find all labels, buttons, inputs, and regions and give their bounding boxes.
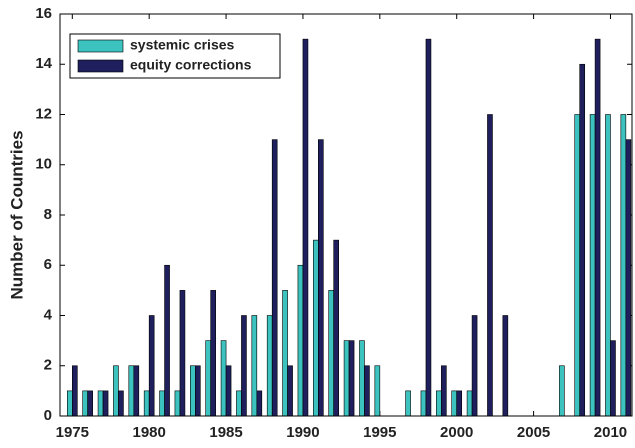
bar [594,38,601,417]
y-axis-label: Number of Countries [7,130,26,299]
bar [436,390,442,417]
bar [128,365,135,417]
bar [343,340,350,417]
y-tick-label: 8 [44,206,52,223]
bar [133,365,140,417]
bar [318,139,324,417]
bar [82,390,88,417]
legend-swatch [77,39,124,53]
bar [282,290,288,417]
x-tick-label: 1980 [132,424,165,441]
bar [67,390,73,417]
bar [256,390,263,417]
legend-label: systemic crises [130,37,235,53]
legend-label: equity corrections [130,57,252,73]
x-tick-label: 2000 [440,424,473,441]
bar [87,390,93,417]
bar [271,139,278,417]
x-tick-label: 2010 [594,424,627,441]
bar [241,315,247,417]
bar [190,365,196,417]
bar [605,114,611,417]
bar [333,239,339,417]
x-tick-label: 2005 [517,424,550,441]
bar [210,290,216,417]
bar [348,340,355,417]
bar [589,114,596,417]
bar [405,390,411,417]
bar [205,340,211,417]
bar [251,315,258,417]
bar [456,390,463,417]
bar [471,315,478,417]
bar [225,365,232,417]
x-tick-label: 1995 [363,424,396,441]
y-tick-label: 0 [44,407,52,424]
bar [118,390,124,417]
y-tick-label: 12 [35,105,52,122]
bar [574,114,581,417]
bar [625,139,632,417]
bar [287,365,293,417]
bar [148,315,155,417]
y-tick-label: 10 [35,156,52,173]
y-tick-label: 14 [35,55,52,72]
bar [297,264,304,417]
bar [113,365,119,417]
x-tick-label: 1990 [286,424,319,441]
bar [72,365,78,417]
bar [359,340,365,417]
bar [97,390,104,417]
legend-swatch [77,59,124,73]
bar [220,340,227,417]
x-tick-label: 1985 [209,424,242,441]
bar [441,365,447,417]
plot-frame [59,13,633,417]
bar [451,390,458,417]
y-tick-label: 6 [44,256,52,273]
bar [374,365,381,417]
bar [159,390,165,417]
y-tick-label: 4 [44,306,53,323]
y-tick-label: 16 [35,5,52,22]
bar [610,340,616,417]
bar [164,264,170,417]
bar [364,365,370,417]
bar [102,390,109,417]
bar [425,38,432,417]
bar [420,390,427,417]
bar [195,365,201,417]
bar [179,290,186,417]
bar [487,114,493,417]
bar [143,390,150,417]
bar [313,239,319,417]
bar [559,365,565,417]
bar [302,38,309,417]
bar [236,390,242,417]
x-tick-label: 1975 [56,424,89,441]
y-tick-label: 2 [44,357,52,374]
bar [328,290,334,417]
bar [174,390,181,417]
bar [579,63,586,417]
bar [466,390,473,417]
bar [502,315,509,417]
bar [266,315,273,417]
bar [620,114,627,417]
